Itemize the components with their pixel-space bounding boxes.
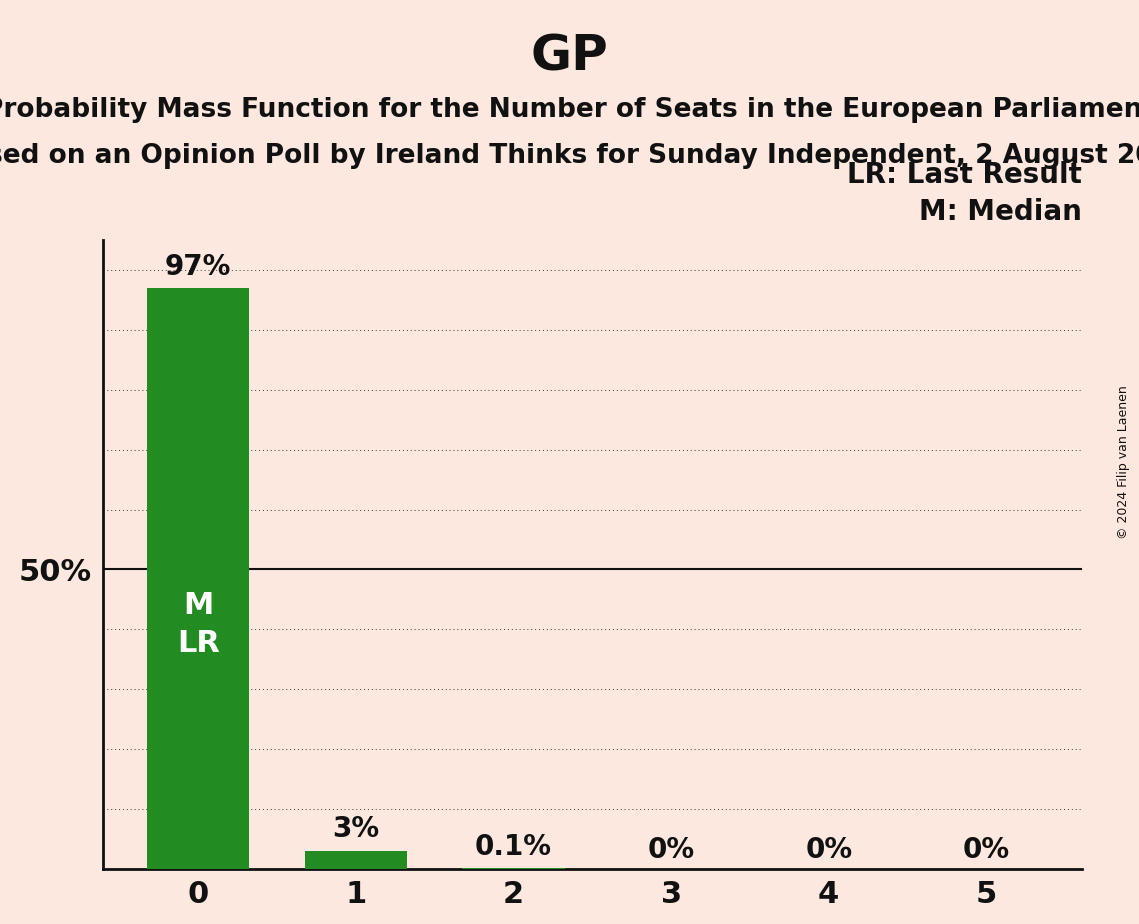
Text: 0%: 0% <box>805 836 852 864</box>
Text: 0%: 0% <box>648 836 695 864</box>
Bar <box>304 851 407 869</box>
Text: Probability Mass Function for the Number of Seats in the European Parliament: Probability Mass Function for the Number… <box>0 97 1139 123</box>
Bar <box>147 288 249 869</box>
Text: LR: Last Result: LR: Last Result <box>847 162 1082 189</box>
Text: © 2024 Filip van Laenen: © 2024 Filip van Laenen <box>1117 385 1130 539</box>
Text: 3%: 3% <box>333 815 379 844</box>
Text: 97%: 97% <box>165 253 231 281</box>
Text: M
LR: M LR <box>177 591 220 659</box>
Text: Based on an Opinion Poll by Ireland Thinks for Sunday Independent, 2 August 2024: Based on an Opinion Poll by Ireland Thin… <box>0 143 1139 169</box>
Text: M: Median: M: Median <box>919 199 1082 226</box>
Text: 0%: 0% <box>962 836 1010 864</box>
Text: GP: GP <box>531 32 608 80</box>
Text: 0.1%: 0.1% <box>475 833 552 861</box>
